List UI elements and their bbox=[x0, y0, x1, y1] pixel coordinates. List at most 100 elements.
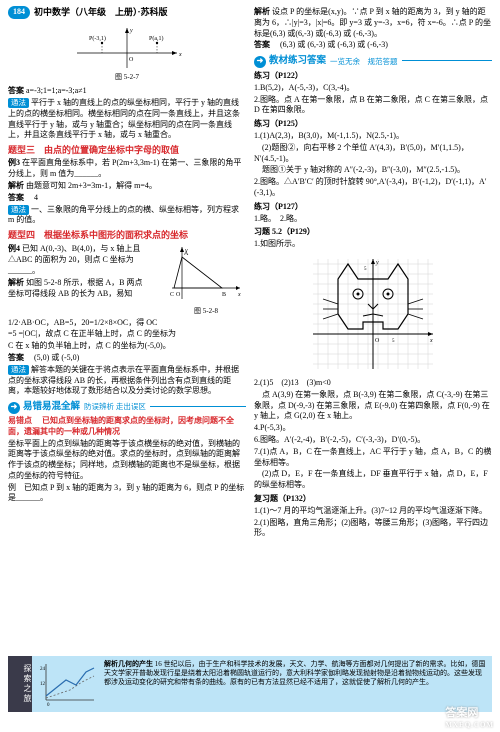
p125-line3: 题图①关于 y 轴对称的 A″(-2,-3)，B″(-3,0)，M″(2.5,-… bbox=[254, 165, 492, 176]
ex4-solve-4: C 在 x 轴的负半轴上时，点 C 的坐标为(-5,0)。 bbox=[8, 341, 246, 352]
ex3-ans-text: 4 bbox=[34, 193, 38, 202]
svg-text:x: x bbox=[237, 292, 241, 298]
coord-figure-2: A B C O x y bbox=[166, 243, 244, 303]
footer-title: 解析几何的产生 bbox=[104, 660, 153, 668]
svg-text:C: C bbox=[170, 292, 174, 298]
mislead-sub: 防误辨析 走出误区 bbox=[84, 402, 146, 412]
ex4-solve-3: =5 =|OC|，故点 C 在正半轴上时，点 C 的坐标为 bbox=[8, 329, 246, 340]
p129-line3: 点 A(3,9) 在第一象限，点 B(-3,9) 在第二象限，点 C(-3,-9… bbox=[254, 390, 492, 422]
mislead-point: 易错点 已知点到坐标轴的距离求点的坐标时，因考虑问题不全面，遗漏其中的一种或几种… bbox=[8, 416, 246, 438]
ex4-solve-0: 如图 5-2-8 所示，根据 A，B 两点 bbox=[26, 278, 142, 287]
ex3-tongfa-text: 一、三象限的角平分线上的点的横、纵坐标相等，列方程求 m 的值。 bbox=[8, 205, 239, 225]
watermark-big: 答案网 bbox=[445, 707, 478, 719]
right-ans-label: 答案 bbox=[254, 40, 270, 49]
textbook-answers-title: ➜ 教材练习答案 一览无余 规范答题 bbox=[254, 55, 492, 68]
svg-text:y: y bbox=[184, 248, 188, 254]
tongfa-tag: 通法 bbox=[8, 98, 29, 108]
ex4-solve-1: 坐标可得线段 AB 的长为 AB，易知 bbox=[8, 289, 162, 300]
p129-line2: 2.(1)5 (2)13 (3)m<0 bbox=[254, 378, 492, 389]
page-columns: 184 初中数学（八年级 上册）·苏科版 P(-3,1) P(a,1) O x … bbox=[0, 0, 500, 540]
example-4-row: 例4 已知 A(0,-3)、B(4,0)，与 x 轴上且△ABC 的面积为 20… bbox=[8, 243, 246, 316]
mislead-pt-label: 易错点 bbox=[8, 416, 32, 425]
section-arrow-icon-2: ➜ bbox=[254, 56, 266, 68]
coord-figure-1: P(-3,1) P(a,1) O x y bbox=[67, 23, 187, 73]
answer-1: 答案 a=-3;1=1;a=-3;a≠1 bbox=[8, 86, 246, 97]
svg-text:y: y bbox=[375, 260, 379, 266]
textbook-title-text: 教材练习答案 bbox=[269, 55, 326, 68]
p129-line1: 1.如图所示。 bbox=[254, 239, 492, 250]
ex3-text: 在平面直角坐标系中，若 P(2m+3,3m-1) 在第一、三象限的角平分线上，则… bbox=[8, 158, 241, 178]
answer-1-text: a=-3;1=1;a=-3;a≠1 bbox=[26, 86, 87, 95]
watermark-small: MXEQ.COM bbox=[445, 721, 494, 730]
p125-line1: 1.(1)A(2,3)，B(3,0)，M(-1,1.5)，N(2.5,-1)。 bbox=[254, 131, 492, 142]
figure-5-2-8: A B C O x y 图 5-2-8 bbox=[166, 243, 246, 316]
page-number-badge: 184 bbox=[8, 6, 30, 19]
textbook-sub: 一览无余 规范答题 bbox=[330, 57, 398, 67]
ex4-ans-text: (5,0) 或 (-5,0) bbox=[34, 353, 79, 362]
footer-chart: 24 12 0 bbox=[38, 660, 98, 708]
svg-text:y: y bbox=[129, 28, 133, 34]
p127-head: 练习（P127） bbox=[254, 202, 492, 213]
cat-grid-figure: O x y 5 5 bbox=[254, 254, 492, 374]
left-column: 184 初中数学（八年级 上册）·苏科版 P(-3,1) P(a,1) O x … bbox=[8, 6, 246, 540]
tongfa-1: 通法 平行于 x 轴的直线上的点的纵坐标相同，平行于 y 轴的直线上的点的横坐标… bbox=[8, 98, 246, 141]
page-title: 初中数学（八年级 上册）·苏科版 bbox=[34, 6, 168, 18]
p129-head: 习题 5.2（P129） bbox=[254, 227, 492, 238]
p129-line7: (2)点 D，E，F 在一条直线上，DF 垂直平行于 x 轴，点 D，E，F 的… bbox=[254, 469, 492, 491]
ex3-solve: 解析 由题意可知 2m+3=3m-1，解得 m=4。 bbox=[8, 181, 246, 192]
right-column: 解析 设点 P 的坐标是(x,y)。∵点 P 到 x 轴的距离为 3，到 y 轴… bbox=[254, 6, 492, 540]
p125-line2: (2)题图②，向右平移 2 个单位 A′(4,3)，B′(5,0)，M′(1,1… bbox=[254, 143, 492, 165]
svg-text:24: 24 bbox=[40, 667, 46, 672]
ex3-tongfa-tag: 通法 bbox=[8, 205, 29, 215]
watermark: 答案网 MXEQ.COM bbox=[445, 706, 494, 730]
p122-line1: 1.B(5,2)，A(-5,-3)，C(3,-4)。 bbox=[254, 83, 492, 94]
ex3-label: 例3 bbox=[8, 158, 20, 167]
right-solve-label: 解析 bbox=[254, 7, 270, 16]
mislead-title-text: 易错易混全解 bbox=[23, 401, 80, 414]
footer-tab: 探索之旅 bbox=[8, 656, 32, 712]
example-3: 例3 在平面直角坐标系中，若 P(2m+3,3m-1) 在第一、三象限的角平分线… bbox=[8, 158, 246, 180]
ex4-tongfa: 通法 解答本题的关键在于将点表示在平面直角坐标系中，并根据点的坐标求得线段 AB… bbox=[8, 365, 246, 397]
svg-text:B: B bbox=[222, 292, 226, 298]
p122-line2: 2.图略。点 A 在第一象限，点 B 在第二象限，点 C 在第三象限，点 D 在… bbox=[254, 95, 492, 117]
page-header: 184 初中数学（八年级 上册）·苏科版 bbox=[8, 6, 246, 19]
ex4-ans-label: 答案 bbox=[8, 353, 24, 362]
section-arrow-icon: ➜ bbox=[8, 402, 20, 414]
mislead-section-title: ➜ 易错易混全解 防误辨析 走出误区 bbox=[8, 401, 246, 414]
rule-line bbox=[150, 406, 246, 407]
footer-history-box: 探索之旅 24 12 0 解析几何的产生 16 世纪以后，由于生产和科学技术的发… bbox=[8, 656, 492, 712]
ex3-answer: 答案 4 bbox=[8, 193, 246, 204]
p125-head: 练习（P125） bbox=[254, 119, 492, 130]
right-solve: 解析 设点 P 的坐标是(x,y)。∵点 P 到 x 轴的距离为 3，到 y 轴… bbox=[254, 7, 492, 39]
svg-text:O: O bbox=[375, 338, 380, 344]
svg-text:x: x bbox=[429, 338, 433, 344]
svg-text:P(-3,1): P(-3,1) bbox=[89, 35, 106, 42]
type3-title: 题型三 由点的位置确定坐标中字母的取值 bbox=[8, 144, 246, 156]
figure-2-caption: 图 5-2-8 bbox=[166, 307, 246, 316]
p129-line5: 6.图略。A′(-2,-4)，B′(-2,-5)，C′(-3,-3)，D′(0,… bbox=[254, 435, 492, 446]
ex4-tongfa-tag: 通法 bbox=[8, 365, 29, 375]
p122-head: 练习（P122） bbox=[254, 71, 492, 82]
figure-1-caption: 图 5-2-7 bbox=[8, 73, 246, 82]
example-4-left: 例4 已知 A(0,-3)、B(4,0)，与 x 轴上且△ABC 的面积为 20… bbox=[8, 243, 162, 301]
ex3-ans-label: 答案 bbox=[8, 193, 24, 202]
p132-line1: 1.(1)～7 月的平均气温逐渐上升。(3)7~12 月的平均气温逐渐下降。 bbox=[254, 506, 492, 517]
figure-5-2-7: P(-3,1) P(a,1) O x y 图 5-2-7 bbox=[8, 23, 246, 82]
p129-line6: 7.(1)点 A，B，C 在一条直线上，AC 平行于 y 轴，点 A，B，C 的… bbox=[254, 447, 492, 469]
svg-text:12: 12 bbox=[40, 682, 46, 687]
ex3-solve-text: 由题意可知 2m+3=3m-1，解得 m=4。 bbox=[26, 181, 157, 190]
mislead-body-1: 例 已知点 P 到 x 轴的距离为 3，到 y 轴的距离为 6，则点 P 的坐标… bbox=[8, 483, 246, 505]
mislead-pt-text: 已知点到坐标轴的距离求点的坐标时，因考虑问题不全面，遗漏其中的一种或几种情况 bbox=[8, 416, 234, 436]
svg-text:x: x bbox=[178, 52, 182, 58]
ex4-solve-label: 解析 bbox=[8, 278, 24, 287]
ex3-solve-label: 解析 bbox=[8, 181, 24, 190]
ex4-tongfa-text: 解答本题的关键在于将点表示在平面直角坐标系中，并根据点的坐标求得线段 AB 的长… bbox=[8, 365, 239, 396]
p125-line4: 2.图略。△A′B′C′ 的顶时针旋转 90°,A′(-3,4)，B′(-1,2… bbox=[254, 177, 492, 199]
ex4-solve-2: 1/2·AB·OC，AB=5，20=1/2×8×OC，得 OC bbox=[8, 318, 246, 329]
p132-head: 复习题（P132） bbox=[254, 494, 492, 505]
type4-title: 题型四 根据坐标系中图形的面积求点的坐标 bbox=[8, 229, 246, 241]
p127-line1: 1.略。 2.略。 bbox=[254, 214, 492, 225]
right-ans-text: (6,3) 或 (6,-3) 或 (-6,3) 或 (-6,-3) bbox=[280, 40, 388, 49]
ex4-label: 例4 bbox=[8, 244, 20, 253]
svg-text:P(a,1): P(a,1) bbox=[149, 35, 164, 42]
